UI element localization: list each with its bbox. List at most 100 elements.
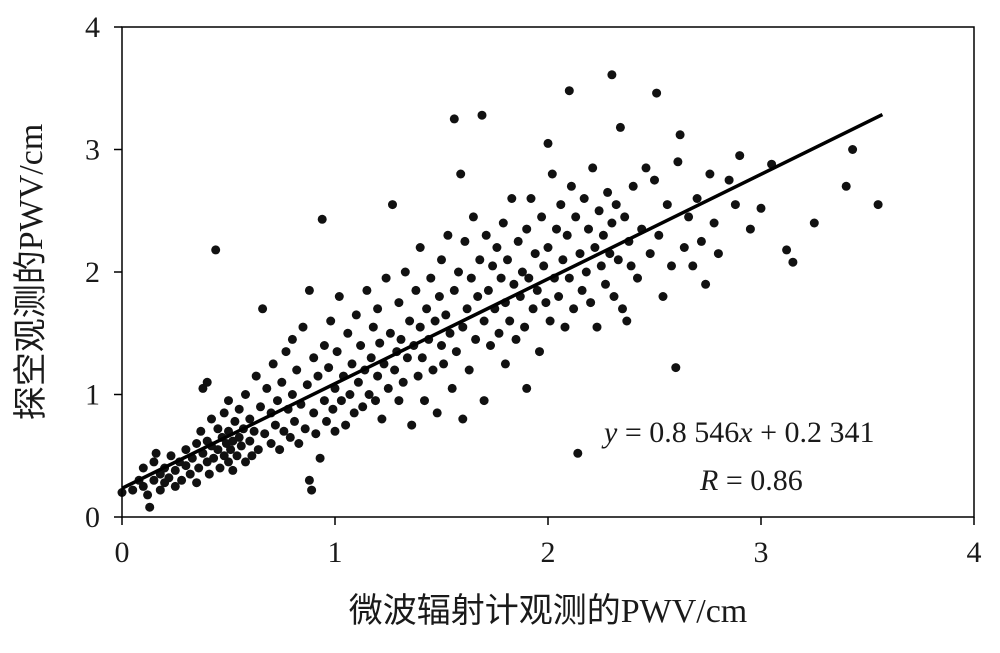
data-point <box>151 448 161 458</box>
data-point <box>351 310 361 320</box>
data-point <box>326 316 336 326</box>
data-point <box>375 338 385 348</box>
data-point <box>258 304 268 314</box>
data-point <box>211 245 221 255</box>
y-tick-label: 3 <box>85 134 100 167</box>
data-point <box>417 353 427 363</box>
data-point <box>319 396 329 406</box>
data-point <box>356 341 366 350</box>
data-point <box>275 445 285 455</box>
data-point <box>471 334 481 344</box>
data-point <box>304 285 314 295</box>
data-point <box>202 377 212 387</box>
data-point <box>788 257 798 267</box>
data-point <box>473 292 483 301</box>
data-point <box>249 426 259 436</box>
data-point <box>673 157 683 167</box>
data-point <box>513 236 523 246</box>
data-point <box>251 371 261 381</box>
data-point <box>366 353 376 363</box>
data-point <box>458 414 468 424</box>
data-point <box>692 194 702 203</box>
data-point <box>841 181 851 191</box>
data-point <box>207 414 216 424</box>
data-point <box>281 347 291 357</box>
data-point <box>245 414 255 424</box>
data-point <box>181 461 191 471</box>
data-point <box>588 163 598 173</box>
data-point <box>232 451 242 461</box>
data-point <box>684 212 694 222</box>
data-point <box>494 328 504 338</box>
data-point <box>650 175 659 185</box>
data-point <box>304 475 314 485</box>
data-point <box>394 396 404 406</box>
data-point <box>287 390 297 399</box>
data-point <box>213 424 223 434</box>
data-point <box>566 181 576 191</box>
data-point <box>532 285 542 295</box>
data-point <box>618 304 627 314</box>
data-point <box>809 218 819 228</box>
data-point <box>149 457 159 467</box>
data-point <box>571 212 581 222</box>
data-point <box>302 380 312 390</box>
data-point <box>560 322 570 332</box>
data-point <box>313 371 323 381</box>
data-point <box>170 465 180 475</box>
data-point <box>654 230 664 240</box>
y-tick-label: 0 <box>85 501 100 534</box>
data-point <box>336 396 346 406</box>
data-point <box>298 322 308 332</box>
x-tick-label: 2 <box>541 536 556 569</box>
data-point <box>675 130 685 140</box>
data-point <box>204 469 214 479</box>
data-point <box>577 285 587 295</box>
data-point <box>701 279 711 289</box>
data-point <box>437 255 446 265</box>
data-point <box>622 316 632 326</box>
data-point <box>505 316 515 326</box>
data-point <box>596 261 606 271</box>
data-point <box>219 408 229 418</box>
plot-layer <box>117 70 884 512</box>
data-point <box>364 390 374 399</box>
data-point <box>594 206 604 216</box>
data-point <box>615 122 625 132</box>
x-tick-label: 0 <box>115 536 130 569</box>
data-point <box>449 114 459 124</box>
data-point <box>224 457 233 467</box>
data-point <box>390 365 400 375</box>
data-point <box>343 328 353 338</box>
data-point <box>277 377 287 387</box>
data-point <box>192 478 202 488</box>
data-point <box>541 298 551 308</box>
data-point <box>373 371 383 381</box>
data-point <box>503 255 512 265</box>
data-point <box>458 322 468 332</box>
data-point <box>454 267 463 277</box>
data-point <box>443 230 453 240</box>
y-axis-title: 探空观测的PWV/cm <box>12 124 50 421</box>
axes-layer: 0 1 2 3 4 0 1 2 3 4 <box>85 11 982 569</box>
data-point <box>138 481 148 491</box>
data-point <box>332 347 342 357</box>
data-point <box>498 218 508 228</box>
data-point <box>477 110 487 120</box>
data-point <box>430 316 440 326</box>
data-point <box>573 448 583 458</box>
data-point <box>447 383 457 393</box>
data-point <box>500 359 510 369</box>
data-point <box>688 261 698 271</box>
data-point <box>439 359 449 369</box>
data-point <box>256 402 265 412</box>
data-point <box>517 267 527 277</box>
data-point <box>713 249 723 259</box>
data-point <box>422 304 432 314</box>
data-point <box>667 261 676 271</box>
data-point <box>633 273 642 283</box>
data-point <box>428 365 438 375</box>
data-point <box>398 377 408 387</box>
data-point <box>226 445 236 455</box>
data-point <box>460 236 470 246</box>
